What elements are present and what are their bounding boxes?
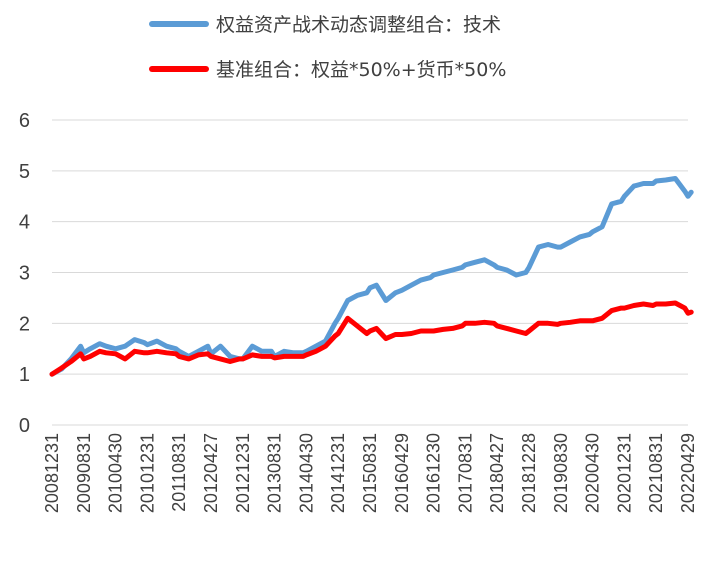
legend-label: 权益资产战术动态调整组合：技术	[216, 14, 501, 36]
series-lines	[49, 176, 694, 377]
y-tick-label: 0	[19, 415, 30, 437]
x-tick-label: 20120427	[201, 433, 221, 513]
y-tick-label: 3	[19, 263, 30, 285]
x-tick-label: 20201231	[614, 433, 634, 513]
y-tick-label: 1	[19, 364, 30, 386]
x-tick-label: 20100430	[106, 433, 126, 513]
x-tick-label: 20150831	[360, 433, 380, 513]
x-tick-label: 20180427	[487, 433, 507, 513]
x-tick-label: 20210831	[646, 433, 666, 513]
series-line-strategy	[49, 176, 694, 377]
y-tick-label: 6	[19, 110, 30, 132]
x-tick-label: 20220429	[678, 433, 698, 513]
series-line-benchmark	[49, 300, 694, 377]
y-tick-label: 4	[19, 212, 30, 234]
legend-label: 基准组合：权益*50%+货币*50%	[216, 59, 506, 81]
x-tick-label: 20110831	[169, 433, 189, 512]
x-tick-label: 20090831	[74, 433, 94, 513]
x-tick-label: 20140430	[296, 433, 316, 513]
x-axis-ticks: 20081231 20090831 20100430 20101231 20110831…	[42, 433, 698, 513]
x-tick-label: 20141231	[328, 433, 348, 513]
x-tick-label: 20130831	[265, 433, 285, 513]
y-tick-label: 2	[19, 313, 30, 335]
x-tick-label: 20200430	[583, 433, 603, 513]
x-tick-label: 20161230	[424, 433, 444, 513]
x-tick-label: 20181228	[519, 433, 539, 513]
x-tick-label: 20170831	[455, 433, 475, 513]
x-tick-label: 20081231	[42, 433, 62, 513]
x-tick-label: 20190830	[551, 433, 571, 513]
x-tick-label: 20101231	[137, 433, 157, 513]
x-tick-label: 20160429	[392, 433, 412, 513]
y-axis-ticks: 0 1 2 3 4 5 6	[19, 110, 30, 437]
x-tick-label: 20121231	[233, 433, 253, 513]
grid-lines	[52, 119, 688, 426]
y-tick-label: 5	[19, 161, 30, 183]
